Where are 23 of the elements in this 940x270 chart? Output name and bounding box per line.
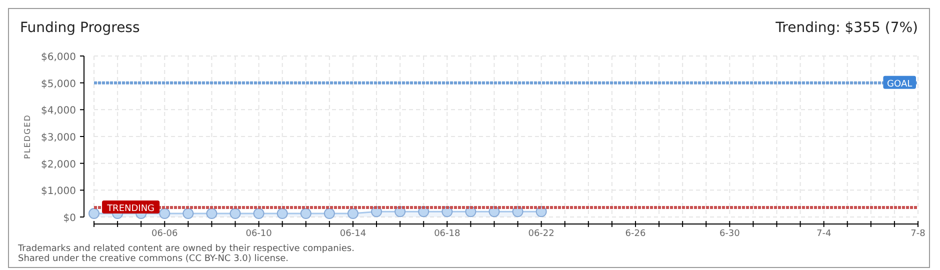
y-tick-label: $5,000 bbox=[41, 78, 76, 90]
x-tick-label: 06-10 bbox=[246, 229, 272, 239]
x-tick-label: 7-8 bbox=[910, 229, 926, 239]
y-axis-title: PLEDGED bbox=[23, 114, 32, 159]
ref-line-label: TRENDING bbox=[106, 204, 155, 214]
chart-subtitle: Trending: $355 (7%) bbox=[774, 20, 918, 36]
x-tick-label: 6-30 bbox=[719, 229, 740, 239]
y-tick-label: $2,000 bbox=[41, 159, 76, 170]
text: Shared under the creative commons (CC BY-NC 3.0) license. bbox=[18, 254, 289, 264]
chart-title: Funding Progress bbox=[20, 20, 140, 36]
y-tick-label: $3,000 bbox=[41, 132, 76, 144]
y-tick-label: $1,000 bbox=[41, 186, 76, 198]
x-tick-label: 06-14 bbox=[340, 229, 366, 239]
x-tick-label: 06-22 bbox=[528, 229, 554, 239]
ref-line-label: GOAL bbox=[887, 79, 912, 90]
x-tick-label: 6-26 bbox=[625, 229, 646, 239]
x-tick-label: 06-06 bbox=[152, 229, 178, 239]
text: Trademarks and related content are owned by their respective companies. bbox=[17, 244, 354, 254]
x-tick-label: 06-18 bbox=[434, 229, 460, 239]
x-tick-label: 7-4 bbox=[816, 229, 832, 239]
y-tick-label: $4,000 bbox=[41, 106, 76, 117]
y-tick-label: $6,000 bbox=[41, 52, 76, 63]
y-tick-label: $0 bbox=[63, 213, 76, 224]
